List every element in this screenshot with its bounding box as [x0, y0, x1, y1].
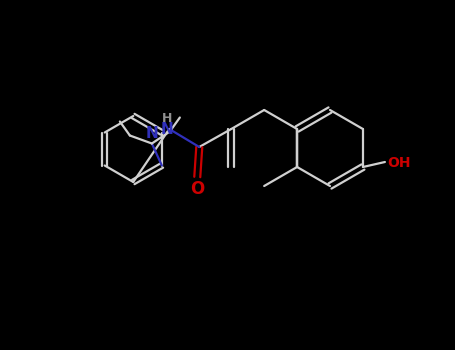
Text: OH: OH: [387, 156, 410, 170]
Text: H: H: [162, 112, 172, 126]
Text: O: O: [190, 180, 204, 198]
Text: N: N: [146, 126, 158, 141]
Text: N: N: [161, 122, 174, 138]
